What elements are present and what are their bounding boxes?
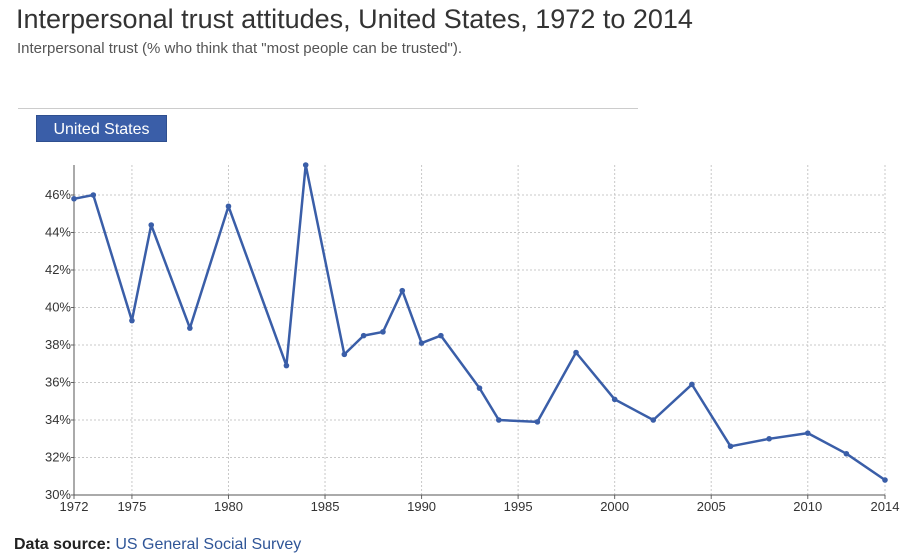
data-point[interactable] <box>611 396 618 403</box>
y-tick-label: 42% <box>45 262 71 277</box>
data-point[interactable] <box>689 381 695 388</box>
chart-grid <box>74 165 886 495</box>
data-point[interactable] <box>302 162 309 168</box>
y-tick-label: 38% <box>45 337 71 352</box>
y-tick-label: 34% <box>45 412 71 427</box>
header-divider <box>18 108 638 109</box>
data-point[interactable] <box>727 443 734 450</box>
chart-title: Interpersonal trust attitudes, United St… <box>16 4 693 34</box>
data-point[interactable] <box>496 417 502 423</box>
data-point[interactable] <box>380 329 386 335</box>
x-tick-label: 1985 <box>311 499 340 514</box>
data-point[interactable] <box>650 417 657 423</box>
data-point[interactable] <box>534 419 541 425</box>
data-point[interactable] <box>399 287 406 294</box>
data-point[interactable] <box>476 385 483 391</box>
y-tick-label: 36% <box>45 375 71 390</box>
tab-united-states[interactable]: United States <box>36 115 167 142</box>
y-tick-label: 46% <box>45 187 71 202</box>
x-tick-label: 1980 <box>214 499 243 514</box>
data-point[interactable] <box>418 340 425 346</box>
x-tick-label: 2010 <box>793 499 822 514</box>
data-point[interactable] <box>187 325 193 331</box>
x-tick-label: 1990 <box>407 499 436 514</box>
chart-series <box>71 162 888 483</box>
line-chart: 30% 32% 34% 36% 38% 40% 42% 44% 46% 1972 1975 1980 1… <box>45 162 899 514</box>
data-source: Data source: US General Social Survey <box>14 536 301 554</box>
y-tick-label: 30% <box>45 487 71 502</box>
data-point[interactable] <box>283 362 290 369</box>
y-tick-label: 40% <box>45 300 71 315</box>
data-point[interactable] <box>129 317 135 324</box>
x-tick-label: 1972 <box>60 499 89 514</box>
x-tick-label: 2000 <box>600 499 629 514</box>
x-tick-label: 1995 <box>504 499 533 514</box>
chart-tick-labels: 30% 32% 34% 36% 38% 40% 42% 44% 46% 1972 1975 1980 1… <box>45 187 899 514</box>
x-tick-label: 2014 <box>871 499 900 514</box>
data-source-link[interactable]: US General Social Survey <box>115 536 302 553</box>
data-point[interactable] <box>71 195 77 202</box>
data-point[interactable] <box>766 435 772 442</box>
data-point[interactable] <box>804 430 811 436</box>
y-tick-label: 44% <box>45 225 71 240</box>
data-point[interactable] <box>90 192 97 198</box>
series-line-united-states <box>73 163 886 482</box>
data-point[interactable] <box>148 222 155 228</box>
data-point[interactable] <box>225 203 232 210</box>
data-point[interactable] <box>882 477 888 483</box>
data-point[interactable] <box>360 332 367 339</box>
data-point[interactable] <box>843 450 850 457</box>
data-point[interactable] <box>573 349 579 356</box>
data-point[interactable] <box>438 332 444 339</box>
x-tick-label: 1975 <box>117 499 146 514</box>
x-tick-label: 2005 <box>697 499 726 514</box>
data-source-label: Data source: <box>14 536 111 553</box>
chart-subtitle: Interpersonal trust (% who think that "m… <box>17 40 463 57</box>
y-tick-label: 32% <box>45 450 71 465</box>
data-point[interactable] <box>341 351 348 358</box>
chart-axes <box>71 165 886 499</box>
